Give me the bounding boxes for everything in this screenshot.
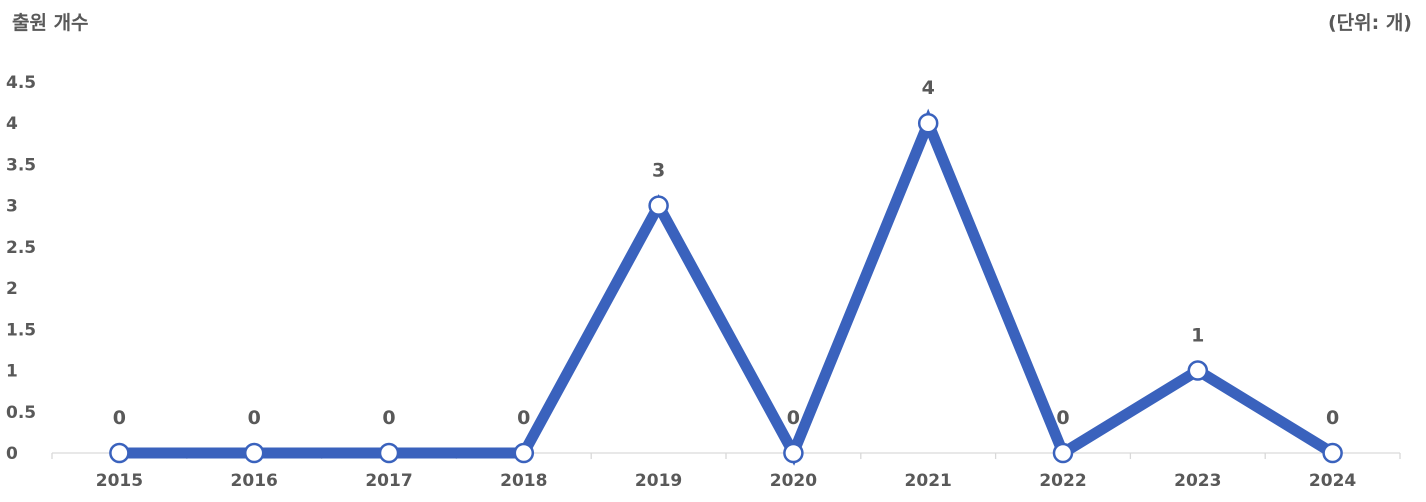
- x-tick-label: 2015: [96, 471, 143, 491]
- data-point-marker: [109, 442, 130, 464]
- data-label: 1: [1191, 325, 1204, 347]
- y-tick-label: 4.5: [6, 73, 36, 93]
- x-tick-label: 2024: [1309, 471, 1356, 491]
- data-label: 0: [113, 407, 126, 429]
- y-axis-title: 출원 개수: [12, 12, 89, 34]
- data-point-marker: [917, 112, 939, 134]
- data-point-marker: [648, 195, 669, 216]
- unit-label: (단위: 개): [1327, 12, 1412, 34]
- data-label: 0: [248, 407, 261, 429]
- x-tick-label: 2022: [1039, 471, 1086, 491]
- data-point-marker: [1322, 442, 1343, 464]
- y-tick-label: 4: [6, 114, 18, 134]
- data-point-marker: [513, 442, 535, 464]
- x-tick-label: 2023: [1174, 471, 1221, 491]
- data-label: 0: [1056, 407, 1069, 429]
- data-point-marker: [378, 442, 400, 464]
- data-label: 0: [1326, 407, 1339, 429]
- x-tick-label: 2018: [500, 471, 547, 491]
- y-tick-label: 3.5: [6, 155, 36, 175]
- data-label: 4: [922, 77, 935, 99]
- y-tick-label: 3: [6, 197, 18, 217]
- data-point-marker: [783, 442, 804, 464]
- data-point-marker: [243, 442, 265, 464]
- series-line: [113, 108, 1339, 466]
- y-tick-label: 1: [6, 362, 18, 382]
- data-point-marker: [1052, 442, 1074, 464]
- x-tick-label: 2019: [635, 471, 682, 491]
- data-label: 0: [517, 407, 530, 429]
- y-tick-label: 0.5: [6, 403, 36, 423]
- y-tick-label: 0: [6, 444, 18, 464]
- x-tick-label: 2021: [905, 471, 952, 491]
- y-tick-label: 2.5: [6, 238, 36, 258]
- data-point-marker: [1187, 360, 1209, 381]
- y-tick-label: 2: [6, 279, 18, 299]
- x-tick-label: 2020: [770, 471, 817, 491]
- data-label: 0: [382, 407, 395, 429]
- x-tick-label: 2017: [365, 471, 412, 491]
- data-label: 0: [787, 407, 800, 429]
- data-label: 3: [652, 160, 665, 182]
- y-tick-label: 1.5: [6, 320, 36, 340]
- x-tick-label: 2016: [231, 471, 278, 491]
